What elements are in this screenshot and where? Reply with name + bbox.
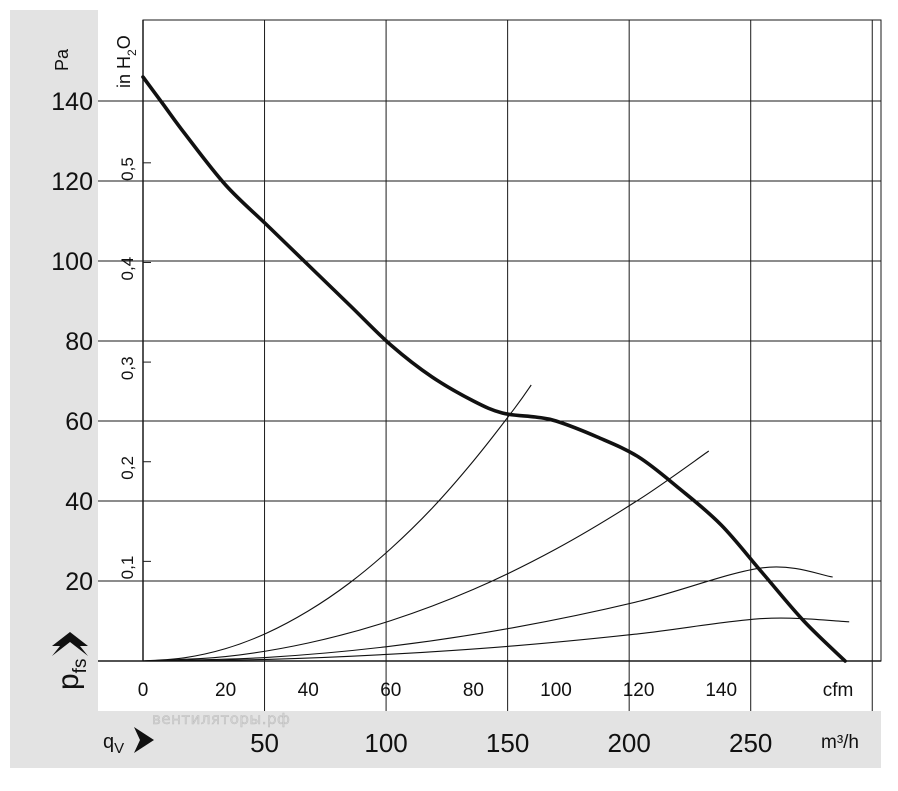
in-h2o-tick-label-0,5: 0,5 bbox=[118, 157, 137, 181]
pfs-subscript: fs bbox=[70, 659, 91, 674]
m3h-tick-label-150: 150 bbox=[486, 728, 529, 758]
pa-tick-label-80: 80 bbox=[65, 328, 93, 356]
cfm-tick-label-140: 140 bbox=[705, 680, 737, 701]
system-curves bbox=[142, 384, 850, 662]
system-curve-2 bbox=[142, 450, 710, 662]
m3h-tick-label-200: 200 bbox=[607, 728, 650, 758]
system-curve-1 bbox=[142, 384, 532, 662]
cfm-tick-label-0: 0 bbox=[138, 680, 149, 701]
qv-subscript: V bbox=[114, 740, 124, 757]
in-h2o-tick-label-0,4: 0,4 bbox=[118, 257, 137, 281]
m3h-unit: m³/h bbox=[821, 732, 859, 753]
grid-lines bbox=[98, 20, 881, 711]
in-h2o-tick-label-0,3: 0,3 bbox=[118, 356, 137, 380]
pa-tick-label-140: 140 bbox=[51, 88, 93, 116]
m3h-tick-label-50: 50 bbox=[250, 728, 279, 758]
fan-curve-line bbox=[141, 75, 847, 663]
in-h2o-tick-label-0,1: 0,1 bbox=[118, 556, 137, 580]
cfm-tick-label-100: 100 bbox=[540, 680, 572, 701]
in-h2o-tick-label-0,2: 0,2 bbox=[118, 456, 137, 480]
pa-tick-label-20: 20 bbox=[65, 568, 93, 596]
in-h2o-unit: in H2O bbox=[114, 35, 139, 88]
svg-text:pfs: pfs bbox=[52, 659, 91, 690]
tick-labels: 0,1 0,2 0,3 0,4 0,5 20 40 60 80 100 120 140 0 20 40 60 8… bbox=[51, 88, 772, 758]
cfm-tick-label-40: 40 bbox=[298, 680, 319, 701]
right-arrow-icon bbox=[134, 727, 154, 753]
m3h-tick-label-100: 100 bbox=[364, 728, 407, 758]
pa-unit: Pa bbox=[52, 48, 72, 71]
pa-tick-label-60: 60 bbox=[65, 408, 93, 436]
watermark: вентиляторы.рф bbox=[152, 710, 290, 728]
up-arrow-icon bbox=[52, 632, 88, 656]
pa-tick-label-120: 120 bbox=[51, 168, 93, 196]
qv-symbol: q bbox=[103, 731, 114, 753]
pa-tick-label-40: 40 bbox=[65, 488, 93, 516]
svg-text:qV: qV bbox=[103, 731, 124, 757]
m3h-tick-label-250: 250 bbox=[729, 728, 772, 758]
pa-tick-label-100: 100 bbox=[51, 248, 93, 276]
qv-axis-label: qV bbox=[103, 731, 124, 757]
fan-curve bbox=[141, 75, 847, 663]
cfm-tick-label-120: 120 bbox=[623, 680, 655, 701]
pfs-symbol: p bbox=[52, 673, 85, 690]
bottom-axis-band bbox=[98, 711, 881, 768]
cfm-tick-label-60: 60 bbox=[380, 680, 401, 701]
cfm-unit: cfm bbox=[823, 680, 854, 701]
cfm-tick-label-20: 20 bbox=[215, 680, 236, 701]
in-h2o-tick-marks bbox=[143, 162, 151, 562]
pfs-axis-label: pfs bbox=[52, 659, 91, 690]
left-axis-panel bbox=[10, 10, 98, 768]
cfm-tick-label-80: 80 bbox=[463, 680, 484, 701]
system-curve-4 bbox=[142, 617, 850, 662]
system-curve-3 bbox=[142, 566, 833, 662]
svg-text:in H2O: in H2O bbox=[114, 35, 139, 88]
